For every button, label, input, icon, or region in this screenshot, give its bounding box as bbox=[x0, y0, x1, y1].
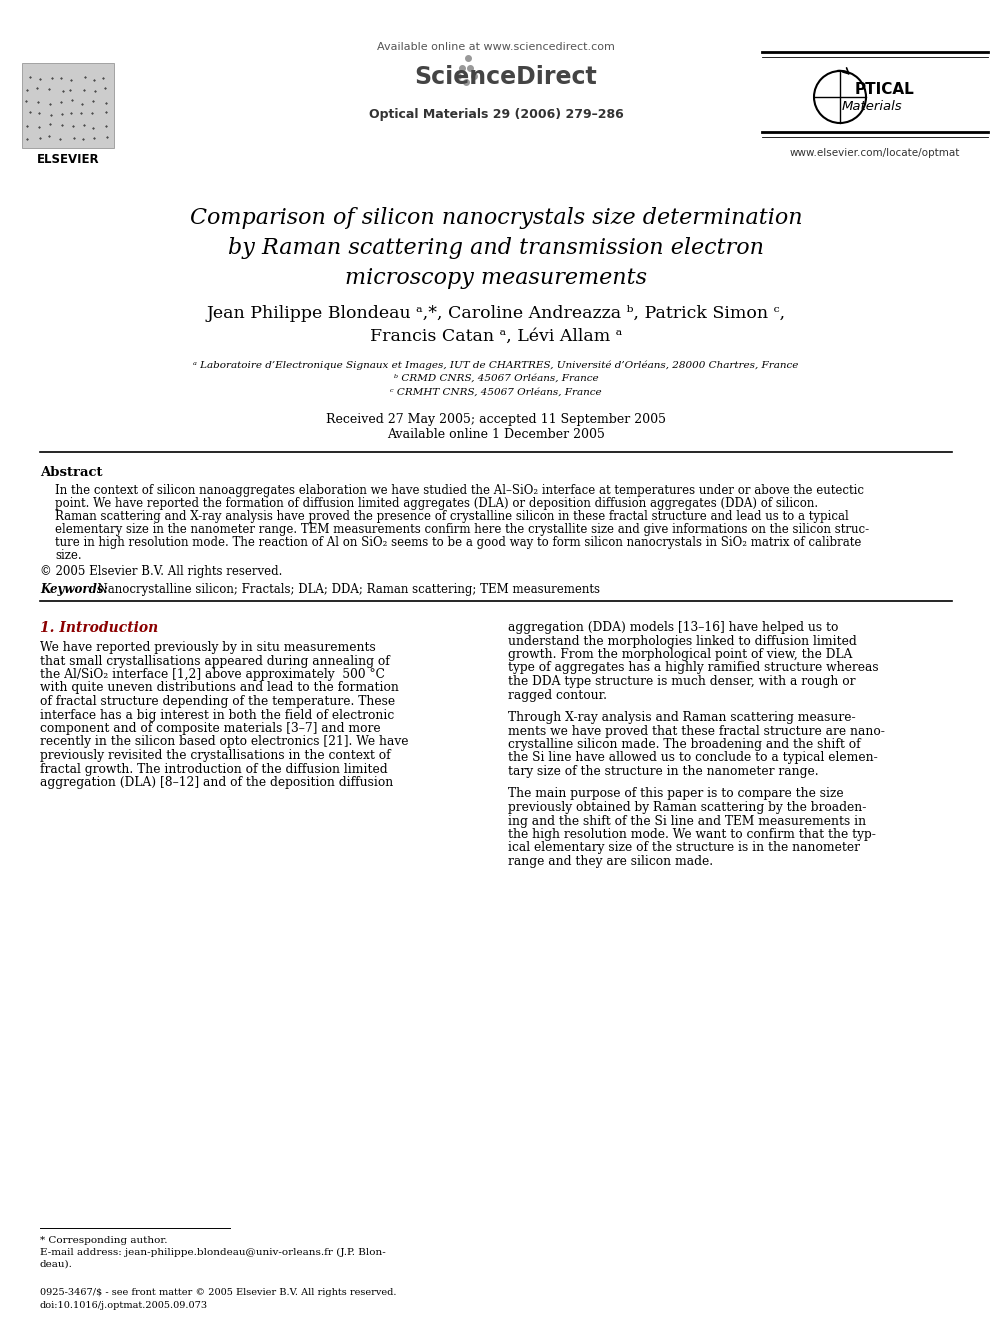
Text: the Al/SiO₂ interface [1,2] above approximately  500 °C: the Al/SiO₂ interface [1,2] above approx… bbox=[40, 668, 385, 681]
Text: the Si line have allowed us to conclude to a typical elemen-: the Si line have allowed us to conclude … bbox=[508, 751, 878, 765]
Text: Abstract: Abstract bbox=[40, 466, 102, 479]
Text: E-mail address: jean-philippe.blondeau@univ-orleans.fr (J.P. Blon-: E-mail address: jean-philippe.blondeau@u… bbox=[40, 1248, 386, 1257]
Text: ragged contour.: ragged contour. bbox=[508, 688, 607, 701]
Text: aggregation (DDA) models [13–16] have helped us to: aggregation (DDA) models [13–16] have he… bbox=[508, 620, 838, 634]
Text: previously revisited the crystallisations in the context of: previously revisited the crystallisation… bbox=[40, 749, 391, 762]
Text: tary size of the structure in the nanometer range.: tary size of the structure in the nanome… bbox=[508, 765, 818, 778]
Text: * Corresponding author.: * Corresponding author. bbox=[40, 1236, 168, 1245]
Text: ing and the shift of the Si line and TEM measurements in: ing and the shift of the Si line and TEM… bbox=[508, 815, 866, 827]
Text: recently in the silicon based opto electronics [21]. We have: recently in the silicon based opto elect… bbox=[40, 736, 409, 749]
Text: crystalline silicon made. The broadening and the shift of: crystalline silicon made. The broadening… bbox=[508, 738, 861, 751]
Text: type of aggregates has a highly ramified structure whereas: type of aggregates has a highly ramified… bbox=[508, 662, 879, 675]
Text: understand the morphologies linked to diffusion limited: understand the morphologies linked to di… bbox=[508, 635, 857, 647]
Text: the high resolution mode. We want to confirm that the typ-: the high resolution mode. We want to con… bbox=[508, 828, 876, 841]
Text: Francis Catan ᵃ, Lévi Allam ᵃ: Francis Catan ᵃ, Lévi Allam ᵃ bbox=[370, 328, 622, 345]
Text: elementary size in the nanometer range. TEM measurements confirm here the crysta: elementary size in the nanometer range. … bbox=[55, 523, 869, 536]
Text: with quite uneven distributions and lead to the formation: with quite uneven distributions and lead… bbox=[40, 681, 399, 695]
Text: The main purpose of this paper is to compare the size: The main purpose of this paper is to com… bbox=[508, 787, 843, 800]
Text: Available online at www.sciencedirect.com: Available online at www.sciencedirect.co… bbox=[377, 42, 615, 52]
Text: Optical Materials 29 (2006) 279–286: Optical Materials 29 (2006) 279–286 bbox=[369, 108, 623, 120]
Text: aggregation (DLA) [8–12] and of the deposition diffusion: aggregation (DLA) [8–12] and of the depo… bbox=[40, 777, 393, 789]
Text: of fractal structure depending of the temperature. These: of fractal structure depending of the te… bbox=[40, 695, 395, 708]
Text: fractal growth. The introduction of the diffusion limited: fractal growth. The introduction of the … bbox=[40, 762, 388, 775]
Text: microscopy measurements: microscopy measurements bbox=[345, 267, 647, 288]
Text: component and of composite materials [3–7] and more: component and of composite materials [3–… bbox=[40, 722, 381, 736]
Text: ture in high resolution mode. The reaction of Al on SiO₂ seems to be a good way : ture in high resolution mode. The reacti… bbox=[55, 536, 861, 549]
Text: previously obtained by Raman scattering by the broaden-: previously obtained by Raman scattering … bbox=[508, 800, 866, 814]
Bar bbox=[22, 64, 114, 148]
Text: We have reported previously by in situ measurements: We have reported previously by in situ m… bbox=[40, 642, 376, 654]
Text: the DDA type structure is much denser, with a rough or: the DDA type structure is much denser, w… bbox=[508, 675, 855, 688]
Text: 0925-3467/$ - see front matter © 2005 Elsevier B.V. All rights reserved.: 0925-3467/$ - see front matter © 2005 El… bbox=[40, 1289, 397, 1297]
Text: In the context of silicon nanoaggregates elaboration we have studied the Al–SiO₂: In the context of silicon nanoaggregates… bbox=[55, 484, 864, 497]
Text: Keywords:: Keywords: bbox=[40, 583, 108, 595]
Text: ical elementary size of the structure is in the nanometer: ical elementary size of the structure is… bbox=[508, 841, 860, 855]
Text: Materials: Materials bbox=[842, 101, 903, 112]
Text: Raman scattering and X-ray analysis have proved the presence of crystalline sili: Raman scattering and X-ray analysis have… bbox=[55, 509, 849, 523]
Text: point. We have reported the formation of diffusion limited aggregates (DLA) or d: point. We have reported the formation of… bbox=[55, 497, 818, 509]
Text: ᶜ CRMHT CNRS, 45067 Orléans, France: ᶜ CRMHT CNRS, 45067 Orléans, France bbox=[390, 388, 602, 397]
Text: PTICAL: PTICAL bbox=[855, 82, 915, 97]
Text: that small crystallisations appeared during annealing of: that small crystallisations appeared dur… bbox=[40, 655, 390, 668]
Text: interface has a big interest in both the field of electronic: interface has a big interest in both the… bbox=[40, 709, 394, 721]
Text: Comparison of silicon nanocrystals size determination: Comparison of silicon nanocrystals size … bbox=[189, 206, 803, 229]
Text: growth. From the morphological point of view, the DLA: growth. From the morphological point of … bbox=[508, 648, 852, 662]
Text: Available online 1 December 2005: Available online 1 December 2005 bbox=[387, 429, 605, 441]
Text: 1. Introduction: 1. Introduction bbox=[40, 620, 159, 635]
Text: Through X-ray analysis and Raman scattering measure-: Through X-ray analysis and Raman scatter… bbox=[508, 710, 856, 724]
Text: © 2005 Elsevier B.V. All rights reserved.: © 2005 Elsevier B.V. All rights reserved… bbox=[40, 565, 283, 578]
Text: ELSEVIER: ELSEVIER bbox=[37, 153, 99, 165]
Text: ments we have proved that these fractal structure are nano-: ments we have proved that these fractal … bbox=[508, 725, 885, 737]
Text: Nanocrystalline silicon; Fractals; DLA; DDA; Raman scattering; TEM measurements: Nanocrystalline silicon; Fractals; DLA; … bbox=[90, 583, 600, 595]
Text: Received 27 May 2005; accepted 11 September 2005: Received 27 May 2005; accepted 11 Septem… bbox=[326, 413, 666, 426]
Text: size.: size. bbox=[55, 549, 81, 562]
Text: doi:10.1016/j.optmat.2005.09.073: doi:10.1016/j.optmat.2005.09.073 bbox=[40, 1301, 208, 1310]
Text: ScienceDirect: ScienceDirect bbox=[415, 65, 597, 89]
Text: www.elsevier.com/locate/optmat: www.elsevier.com/locate/optmat bbox=[790, 148, 960, 157]
Text: ᵃ Laboratoire d’Electronique Signaux et Images, IUT de CHARTRES, Université d’Or: ᵃ Laboratoire d’Electronique Signaux et … bbox=[193, 360, 799, 369]
Text: ᵇ CRMD CNRS, 45067 Orléans, France: ᵇ CRMD CNRS, 45067 Orléans, France bbox=[394, 374, 598, 382]
Text: by Raman scattering and transmission electron: by Raman scattering and transmission ele… bbox=[228, 237, 764, 259]
Text: deau).: deau). bbox=[40, 1259, 72, 1269]
Text: Jean Philippe Blondeau ᵃ,*, Caroline Andreazza ᵇ, Patrick Simon ᶜ,: Jean Philippe Blondeau ᵃ,*, Caroline And… bbox=[206, 306, 786, 321]
Text: range and they are silicon made.: range and they are silicon made. bbox=[508, 855, 713, 868]
